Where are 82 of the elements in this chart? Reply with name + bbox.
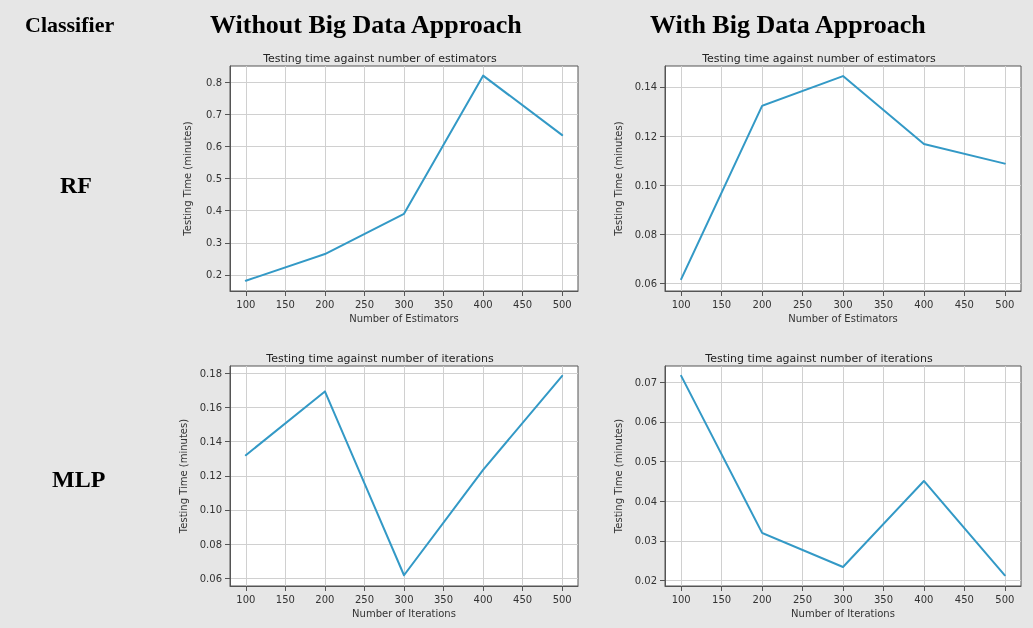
y-tick-label: 0.2 <box>206 269 222 281</box>
y-tick-label: 0.16 <box>199 402 222 414</box>
line-series <box>244 374 564 577</box>
x-tick-label: 400 <box>473 593 493 605</box>
x-tick-label: 500 <box>995 593 1015 605</box>
text: Without Big Data Approach <box>210 10 522 40</box>
y-axis-title: Testing Time (minutes) <box>613 418 625 535</box>
line-series <box>680 75 1006 281</box>
y-tick-label: 0.10 <box>634 179 657 191</box>
y-tick-label: 0.4 <box>206 205 222 217</box>
x-tick-label: 200 <box>315 298 335 310</box>
y-axis-title: Testing Time (minutes) <box>181 121 193 237</box>
y-tick-label: 0.03 <box>634 535 657 547</box>
y-tick-label: 0.06 <box>199 572 222 584</box>
x-tick-label: 300 <box>833 593 853 605</box>
line-series <box>244 74 564 282</box>
x-tick-label: 450 <box>954 298 974 310</box>
text: RF <box>60 172 92 199</box>
x-tick-label: 100 <box>671 593 691 605</box>
y-axis-title: Testing Time (minutes) <box>178 418 190 535</box>
x-axis-title: Number of Estimators <box>788 313 898 325</box>
y-tick-label: 0.06 <box>634 416 657 428</box>
x-tick-label: 450 <box>513 298 533 310</box>
y-tick-label: 0.10 <box>199 504 222 516</box>
x-tick-label: 400 <box>473 298 493 310</box>
y-tick-label: 0.7 <box>206 108 222 120</box>
chart-title: Testing time against number of iterations <box>704 352 933 365</box>
x-tick-label: 100 <box>236 593 256 605</box>
y-tick-label: 0.06 <box>634 278 657 290</box>
y-tick-label: 0.05 <box>634 456 657 468</box>
y-tick-label: 0.12 <box>634 130 657 142</box>
line-series <box>680 374 1006 577</box>
x-tick-label: 250 <box>793 298 813 310</box>
y-tick-label: 0.5 <box>206 173 222 184</box>
y-axis-title: Testing Time (minutes) <box>613 121 625 237</box>
x-axis-title: Number of Estimators <box>349 313 459 325</box>
x-tick-label: 250 <box>354 298 374 310</box>
x-axis-title: Number of Iterations <box>791 608 895 620</box>
x-tick-label: 100 <box>236 298 256 310</box>
y-tick-label: 0.08 <box>634 228 657 240</box>
y-tick-label: 0.3 <box>206 237 222 249</box>
x-tick-label: 250 <box>793 593 813 605</box>
x-tick-label: 350 <box>434 593 454 605</box>
y-tick-label: 0.14 <box>634 81 657 93</box>
x-tick-label: 500 <box>552 298 572 310</box>
x-tick-label: 200 <box>752 593 772 605</box>
text: MLP <box>52 466 106 493</box>
y-tick-label: 0.07 <box>634 376 657 388</box>
y-tick-label: 0.6 <box>206 140 222 152</box>
x-tick-label: 500 <box>995 298 1015 310</box>
x-tick-label: 500 <box>552 593 572 605</box>
y-tick-label: 0.18 <box>199 368 222 379</box>
x-tick-label: 300 <box>394 298 414 310</box>
y-tick-label: 0.08 <box>199 538 222 550</box>
x-axis-title: Number of Iterations <box>352 608 456 620</box>
y-tick-label: 0.04 <box>634 495 657 507</box>
chart-title: Testing time against number of estimators <box>262 52 498 65</box>
y-tick-label: 0.12 <box>199 470 222 482</box>
x-tick-label: 400 <box>914 298 934 310</box>
y-tick-label: 0.02 <box>634 574 657 586</box>
y-tick-label: 0.14 <box>199 436 222 448</box>
x-tick-label: 400 <box>914 593 934 605</box>
text: With Big Data Approach <box>650 10 926 40</box>
chart-title: Testing time against number of estimators <box>701 52 937 65</box>
x-tick-label: 350 <box>873 593 893 605</box>
x-tick-label: 200 <box>752 298 772 310</box>
x-tick-label: 350 <box>434 298 454 310</box>
x-tick-label: 250 <box>354 593 374 605</box>
x-tick-label: 150 <box>712 593 732 605</box>
text: Classifier <box>25 12 115 38</box>
x-tick-label: 350 <box>873 298 893 310</box>
y-tick-label: 0.8 <box>206 76 222 88</box>
x-tick-label: 150 <box>275 298 295 310</box>
x-tick-label: 450 <box>954 593 974 605</box>
x-tick-label: 100 <box>671 298 691 310</box>
x-tick-label: 150 <box>712 298 732 310</box>
x-tick-label: 300 <box>394 593 414 605</box>
x-tick-label: 150 <box>275 593 295 605</box>
x-tick-label: 200 <box>315 593 335 605</box>
chart-title: Testing time against number of iterations <box>265 352 494 365</box>
x-tick-label: 450 <box>513 593 533 605</box>
x-tick-label: 300 <box>833 298 853 310</box>
